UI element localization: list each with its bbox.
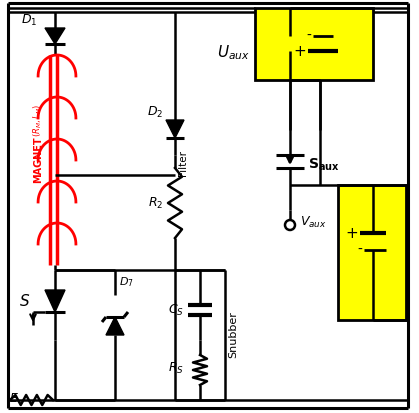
Text: $\mathbf{S_{aux}}$: $\mathbf{S_{aux}}$ (308, 157, 340, 173)
Text: Snubber: Snubber (228, 311, 238, 358)
Text: -: - (306, 29, 311, 43)
Polygon shape (106, 317, 124, 335)
Bar (255, 8, 373, 80)
Polygon shape (45, 28, 65, 44)
Text: +: + (345, 225, 358, 240)
Text: $D_1$: $D_1$ (21, 12, 37, 28)
Text: $(R_M, L_M)$: $(R_M, L_M)$ (32, 103, 44, 137)
Text: $E$: $E$ (9, 392, 19, 405)
Text: $R_2$: $R_2$ (148, 195, 163, 211)
Text: +: + (293, 43, 306, 59)
Text: $D_2$: $D_2$ (147, 104, 163, 119)
Text: $C_S$: $C_S$ (168, 302, 184, 318)
Text: $U_{aux}$: $U_{aux}$ (217, 44, 250, 62)
Text: -: - (357, 243, 362, 257)
Text: $S$: $S$ (19, 293, 31, 309)
Bar (338, 185, 406, 320)
Text: $D_7$: $D_7$ (119, 275, 134, 289)
Text: $R_S$: $R_S$ (168, 361, 184, 375)
Polygon shape (166, 120, 184, 138)
Text: Filter: Filter (178, 150, 188, 176)
Text: $V_{aux}$: $V_{aux}$ (300, 214, 327, 230)
Text: MAGNET: MAGNET (33, 137, 43, 183)
Polygon shape (45, 290, 65, 312)
